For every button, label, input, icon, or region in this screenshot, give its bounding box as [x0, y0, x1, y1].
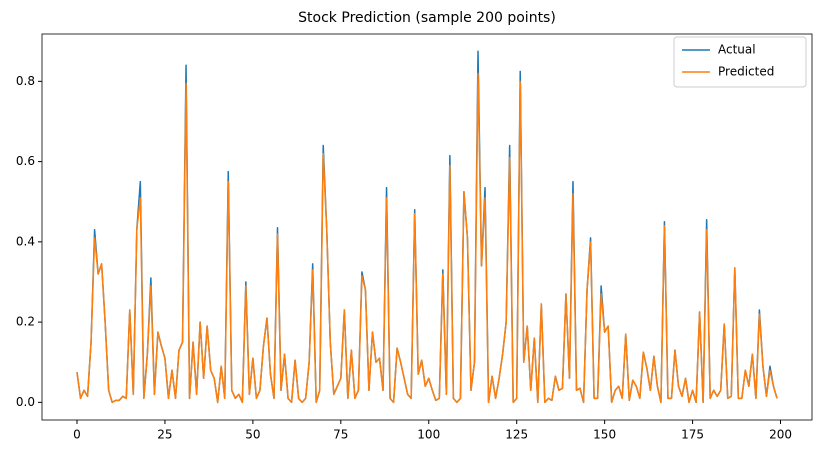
x-tick-label: 150	[593, 428, 616, 442]
legend-label: Actual	[718, 43, 756, 57]
plot-frame	[41, 33, 813, 421]
y-tick-label: 0.4	[16, 234, 35, 248]
y-tick-label: 0.0	[16, 395, 35, 409]
series-line	[76, 72, 778, 404]
x-tick-label: 0	[73, 428, 81, 442]
x-tick-label: 50	[245, 428, 260, 442]
x-tick-label: 175	[681, 428, 704, 442]
x-tick-label: 200	[769, 428, 792, 442]
x-tick-label: 100	[417, 428, 440, 442]
y-tick-label: 0.8	[16, 74, 35, 88]
y-tick-label: 0.6	[16, 154, 35, 168]
x-tick-label: 75	[333, 428, 348, 442]
y-tick-label: 0.2	[16, 315, 35, 329]
legend-label: Predicted	[718, 65, 774, 79]
x-tick-label: 25	[157, 428, 172, 442]
x-tick-label: 125	[505, 428, 528, 442]
chart-title: Stock Prediction (sample 200 points)	[298, 10, 556, 26]
